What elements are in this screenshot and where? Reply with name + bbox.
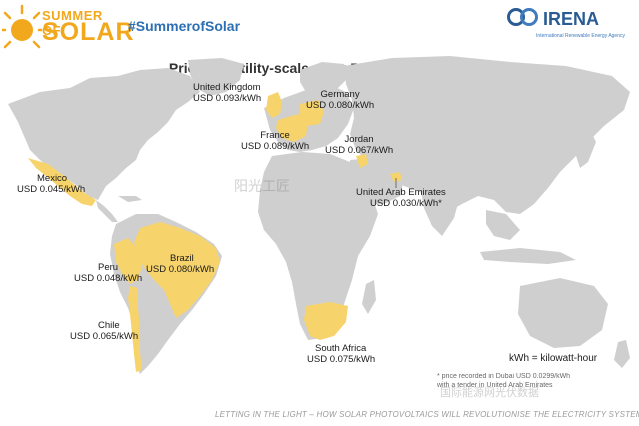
irena-name: IRENA xyxy=(543,9,600,29)
watermark-text: 阳光工匠 xyxy=(234,178,290,194)
hashtag[interactable]: #SummerofSolar xyxy=(128,18,241,34)
land-chile xyxy=(128,286,142,372)
irena-emblem-icon xyxy=(507,8,538,26)
land-greenland xyxy=(188,58,244,96)
land-australia xyxy=(518,278,608,348)
irena-logo: IRENA International Renewable Energy Age… xyxy=(507,6,625,46)
land-madagascar xyxy=(362,280,376,314)
footnote: * price recorded in Dubai USD 0.0299/kWh… xyxy=(437,373,571,389)
label-germany: Germany USD 0.080/kWh xyxy=(306,89,375,111)
land-new-zealand xyxy=(614,340,630,368)
land-asia xyxy=(344,56,630,214)
land-africa xyxy=(258,152,378,340)
unit-note: kWh = kilowatt-hour xyxy=(509,353,598,364)
land-indonesia xyxy=(480,248,576,264)
land-brazil xyxy=(134,222,220,318)
land-jordan xyxy=(356,154,368,168)
land-japan xyxy=(576,130,596,168)
label-peru: Peru USD 0.048/kWh xyxy=(74,262,143,284)
land-peru xyxy=(114,238,142,284)
summer-of-solar-logo: SUMMER OF SOLAR xyxy=(0,2,134,50)
watermark-text-2: 国际能源网光伏数据 xyxy=(440,387,539,399)
land-scandinavia xyxy=(300,62,348,96)
land-north-america xyxy=(8,68,200,200)
sun-icon xyxy=(0,4,46,49)
logo-text-top: SUMMER OF xyxy=(42,8,103,38)
label-uae: United Arab Emirates USD 0.030/kWh* xyxy=(356,187,446,209)
footer-caption: LETTING IN THE LIGHT – HOW SOLAR PHOTOVO… xyxy=(215,410,639,419)
world-map xyxy=(8,56,630,374)
land-mexico xyxy=(28,158,96,206)
label-france: France USD 0.089/kWh xyxy=(241,130,310,152)
irena-subtitle: International Renewable Energy Agency xyxy=(536,33,625,39)
land-southeast-asia xyxy=(486,210,520,240)
label-south-africa: South Africa USD 0.075/kWh xyxy=(307,343,376,365)
land-central-america xyxy=(96,200,118,222)
label-brazil: Brazil USD 0.080/kWh xyxy=(146,253,215,275)
label-mexico: Mexico USD 0.045/kWh xyxy=(17,173,86,195)
header-bar: SUMMER OF SOLAR #SummerofSolar IRENA Int… xyxy=(0,0,639,52)
land-germany xyxy=(300,100,324,126)
land-south-africa xyxy=(304,302,348,340)
land-united-kingdom xyxy=(266,92,282,118)
land-caribbean xyxy=(118,196,142,202)
land-india xyxy=(420,182,460,236)
label-jordan: Jordan USD 0.067/kWh xyxy=(325,134,394,156)
logo-text-bottom: SOLAR xyxy=(42,18,135,46)
label-chile: Chile USD 0.065/kWh xyxy=(70,320,139,342)
land-france xyxy=(276,114,308,142)
label-united-kingdom: United Kingdom USD 0.093/kWh xyxy=(193,82,262,104)
land-uae xyxy=(390,172,402,182)
